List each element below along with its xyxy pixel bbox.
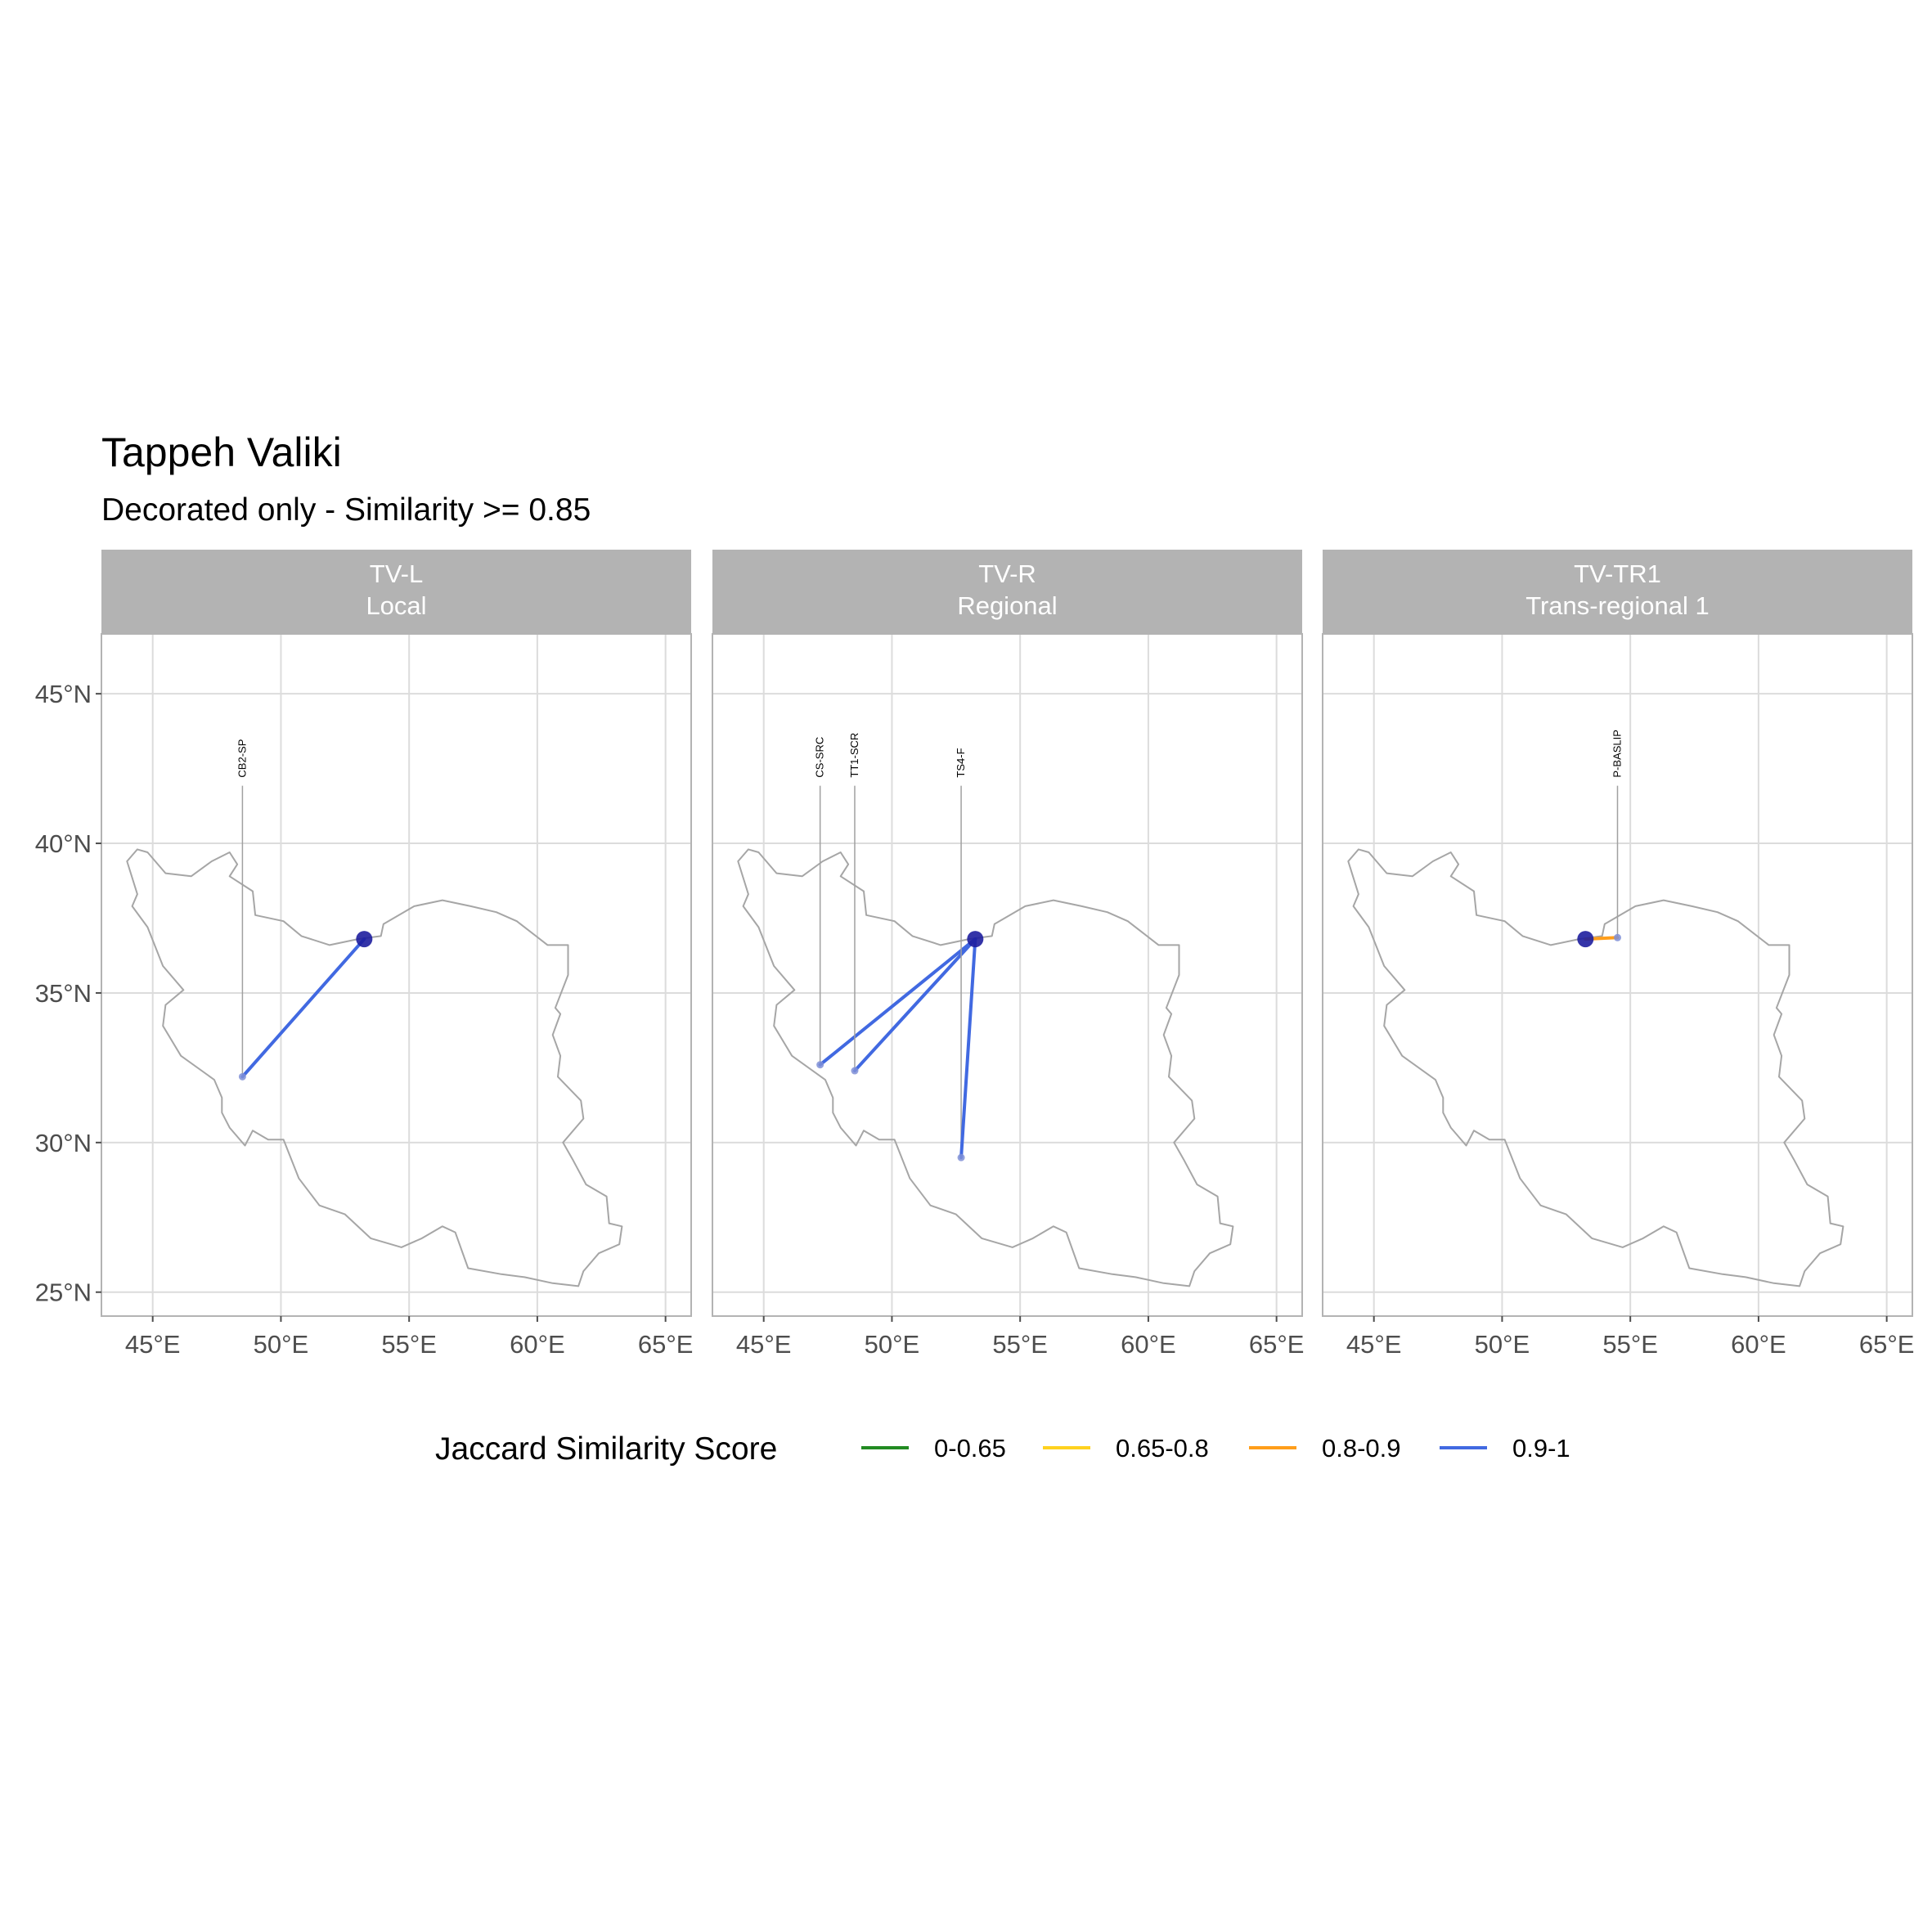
x-tick-label: 50°E <box>865 1330 920 1359</box>
country-outline <box>1347 848 1844 1287</box>
facet-panel-1: TV-L Local CB2-SP 45°E 50°E 55°E 60°E 65°E 25°N 3… <box>35 550 694 1359</box>
country-outline <box>737 848 1234 1287</box>
target-site-point <box>238 1072 246 1081</box>
facet-strip: TV-TR1 Trans-regional 1 <box>1323 550 1912 634</box>
facet-strip-name: Trans-regional 1 <box>1525 591 1710 620</box>
origin-site-point <box>967 931 984 948</box>
x-tick-label: 60°E <box>1121 1330 1176 1359</box>
legend-label: 0.8-0.9 <box>1322 1434 1401 1462</box>
legend-label: 0-0.65 <box>934 1434 1006 1462</box>
x-tick-label: 55°E <box>992 1330 1048 1359</box>
y-tick-label: 45°N <box>35 680 92 708</box>
gridlines <box>712 634 1302 1316</box>
x-tick-label: 45°E <box>736 1330 792 1359</box>
x-tick-label: 50°E <box>254 1330 309 1359</box>
facet-strip-code: TV-R <box>978 559 1036 588</box>
gridlines <box>101 634 691 1316</box>
similarity-link <box>240 937 366 1079</box>
similarity-link <box>959 937 977 1160</box>
facet-panel-2: TV-R Regional CS-SRC TT1-SCR TS4-F 45°E 50°E 55… <box>712 550 1304 1359</box>
x-tick-label: 50°E <box>1475 1330 1530 1359</box>
facet-strip-background <box>712 550 1302 634</box>
panel-border <box>101 633 692 1317</box>
x-tick-label: 55°E <box>1602 1330 1658 1359</box>
facet-strip-background <box>101 550 691 634</box>
figure-subtitle: Decorated only - Similarity >= 0.85 <box>101 492 591 528</box>
facet-strip: TV-L Local <box>101 550 691 634</box>
facet-strip-code: TV-L <box>370 559 423 588</box>
x-tick-label: 65°E <box>1249 1330 1305 1359</box>
panel-border <box>1322 633 1913 1317</box>
x-tick-label: 55°E <box>381 1330 437 1359</box>
panel-border <box>712 633 1303 1317</box>
site-label: TT1-SCR <box>848 733 860 778</box>
legend-title: Jaccard Similarity Score <box>435 1431 777 1467</box>
facet-strip-code: TV-TR1 <box>1574 559 1661 588</box>
origin-site-point <box>1577 931 1594 948</box>
site-label: CS-SRC <box>814 737 826 778</box>
x-tick-label: 60°E <box>1731 1330 1786 1359</box>
target-site-point <box>1614 933 1621 941</box>
similarity-link <box>852 937 977 1073</box>
site-label: CB2-SP <box>236 739 248 778</box>
site-label: TS4-F <box>955 748 967 777</box>
x-tick-label: 65°E <box>638 1330 694 1359</box>
y-tick-label: 40°N <box>35 829 92 858</box>
target-site-point <box>816 1061 824 1069</box>
x-tick-label: 60°E <box>510 1330 565 1359</box>
y-tick-label: 30°N <box>35 1129 92 1157</box>
country-outline <box>126 848 623 1287</box>
origin-site-point <box>356 931 373 948</box>
facet-strip-name: Local <box>366 591 426 620</box>
x-tick-label: 45°E <box>1346 1330 1402 1359</box>
target-site-point <box>851 1067 859 1075</box>
legend-label: 0.9-1 <box>1512 1434 1570 1462</box>
x-tick-label: 65°E <box>1859 1330 1915 1359</box>
facet-strip-background <box>1323 550 1912 634</box>
similarity-link <box>818 937 977 1067</box>
x-tick-label: 45°E <box>125 1330 181 1359</box>
figure-title: Tappeh Valiki <box>101 429 342 475</box>
facet-panel-3: TV-TR1 Trans-regional 1 P-BASLIP 45°E 50°E 55… <box>1322 550 1915 1359</box>
legend-label: 0.65-0.8 <box>1116 1434 1209 1462</box>
site-label: P-BASLIP <box>1611 730 1624 778</box>
facet-panels: TV-L Local CB2-SP 45°E 50°E 55°E 60°E 65°E 25°N 3… <box>35 550 1915 1359</box>
legend: Jaccard Similarity Score 0-0.65 0.65-0.8 0.… <box>435 1431 1570 1467</box>
y-tick-label: 35°N <box>35 979 92 1008</box>
y-tick-label: 25°N <box>35 1278 92 1307</box>
facet-strip-name: Regional <box>957 591 1057 620</box>
facet-strip: TV-R Regional <box>712 550 1302 634</box>
target-site-point <box>957 1153 965 1161</box>
